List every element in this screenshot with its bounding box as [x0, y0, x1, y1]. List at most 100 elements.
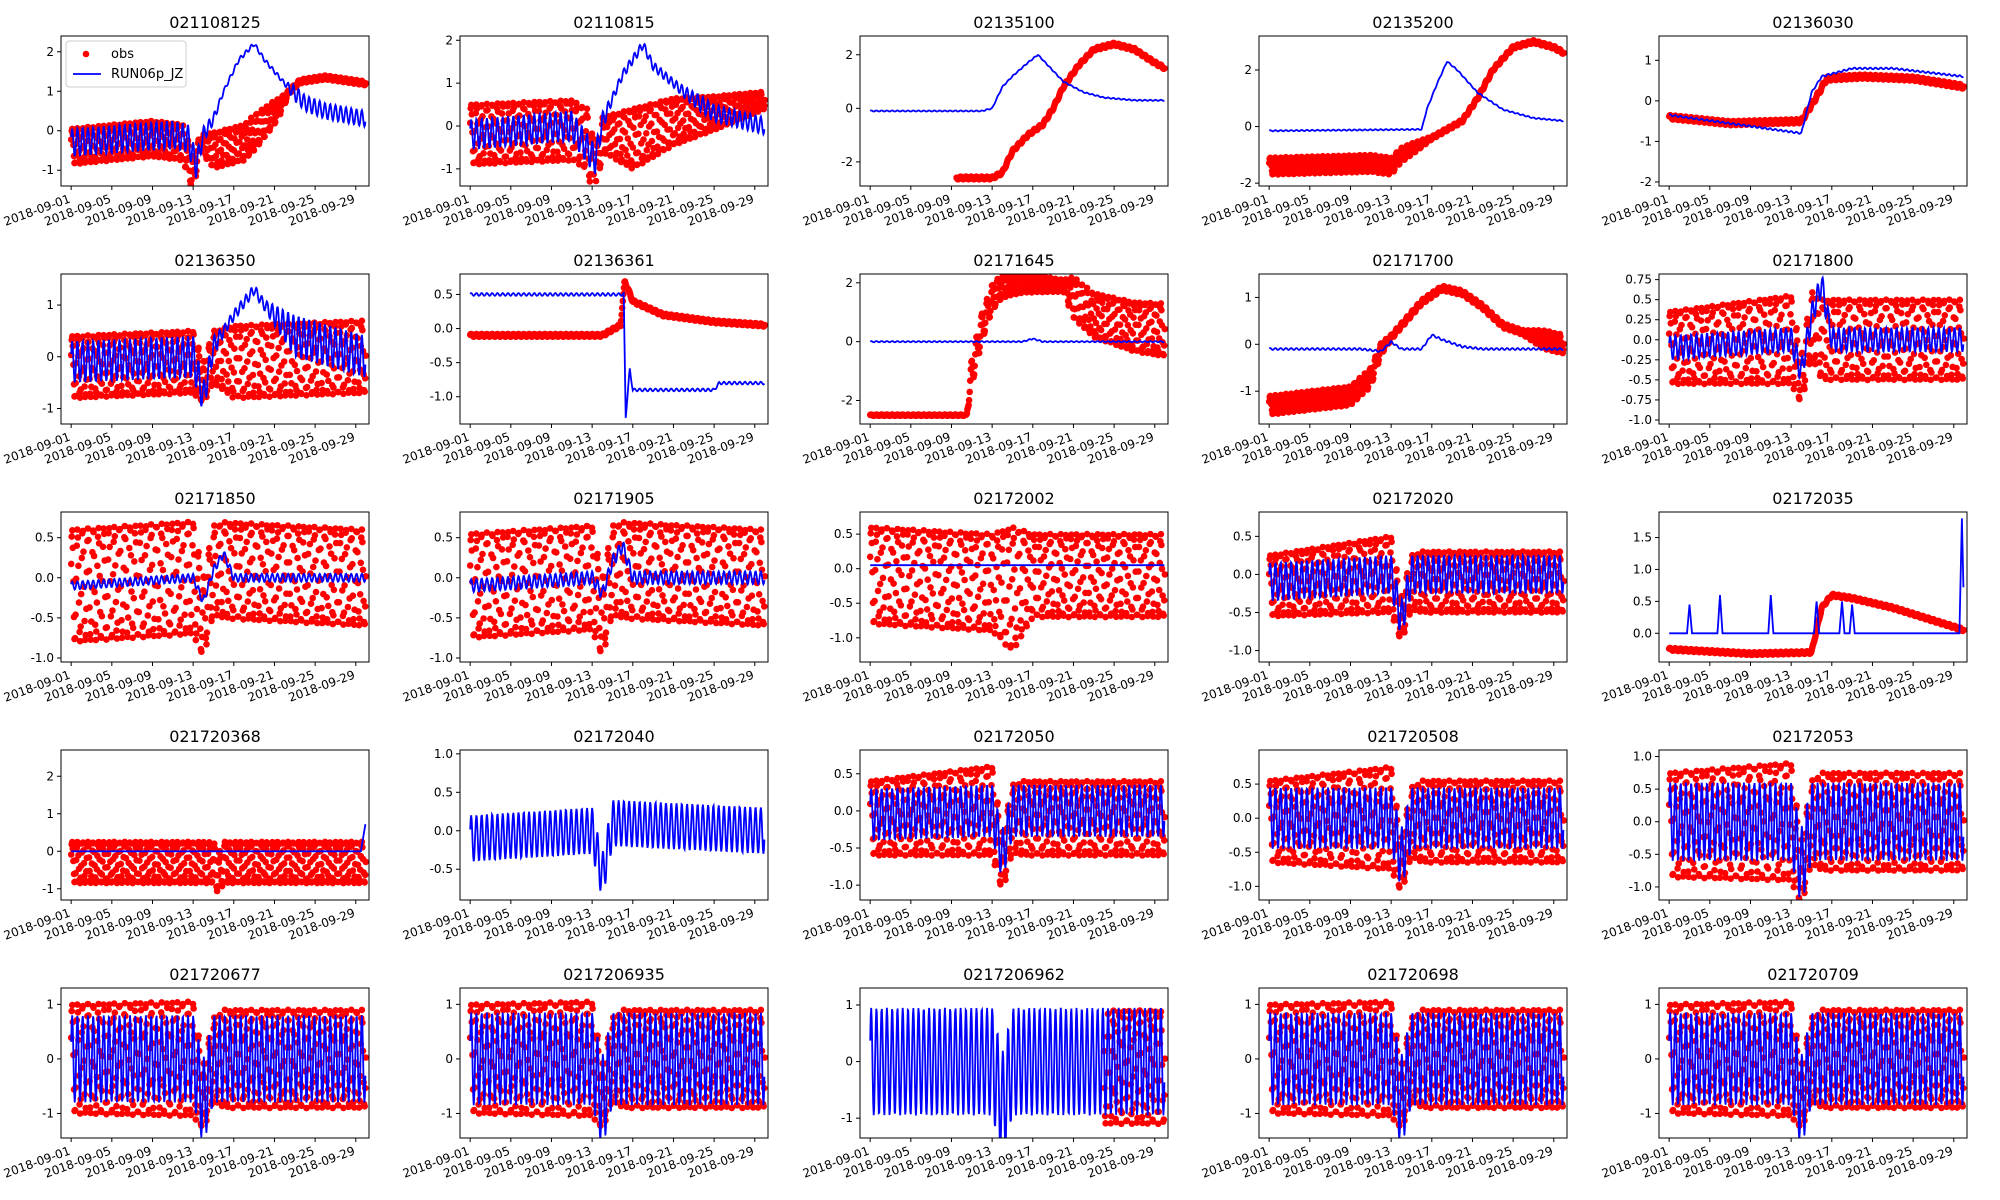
- obs-point: [169, 328, 176, 336]
- obs-point: [113, 156, 121, 163]
- obs-point: [1701, 372, 1709, 379]
- obs-point: [565, 157, 572, 164]
- obs-point: [565, 151, 573, 158]
- obs-point: [1158, 306, 1165, 314]
- obs-point: [258, 321, 266, 329]
- obs-point: [330, 384, 337, 391]
- obs-point: [1715, 319, 1722, 326]
- obs-point: [244, 358, 251, 365]
- obs-point: [340, 381, 348, 389]
- obs-point: [212, 363, 220, 371]
- obs-point: [534, 156, 541, 164]
- obs-point: [630, 124, 637, 131]
- obs-point: [313, 386, 320, 394]
- panel-title: 02171800: [1772, 251, 1853, 270]
- obs-point: [670, 140, 678, 147]
- obs-point: [1707, 360, 1714, 368]
- obs-point: [147, 329, 155, 337]
- obs-point: [84, 332, 92, 339]
- obs-point: [98, 380, 106, 388]
- obs-point: [217, 357, 225, 365]
- series-RUN06p_JZ: [1268, 333, 1564, 353]
- obs-point: [1161, 65, 1168, 72]
- obs-point: [1557, 333, 1564, 340]
- obs-point: [672, 115, 679, 122]
- obs-point: [486, 160, 494, 167]
- obs-point: [318, 379, 325, 387]
- series-RUN06p_JZ: [869, 53, 1165, 113]
- obs-point: [667, 110, 674, 117]
- obs-point: [1157, 300, 1165, 307]
- obs-point: [653, 111, 660, 119]
- obs-point: [1733, 378, 1740, 386]
- obs-point: [187, 389, 195, 396]
- obs-point: [213, 381, 221, 389]
- obs-point: [1065, 300, 1073, 308]
- obs-point: [1120, 296, 1128, 304]
- obs-point: [323, 371, 331, 378]
- obs-point: [642, 113, 649, 120]
- obs-point: [1720, 310, 1727, 318]
- obs-point: [617, 317, 625, 325]
- obs-point: [87, 158, 94, 166]
- obs-point: [635, 113, 643, 120]
- obs-point: [229, 394, 236, 401]
- obs-point: [665, 144, 672, 152]
- obs-point: [188, 177, 195, 184]
- obs-point: [129, 392, 136, 399]
- obs-point: [1084, 302, 1092, 309]
- obs-point: [244, 136, 251, 143]
- obs-point: [641, 103, 649, 110]
- obs-point: [528, 153, 536, 160]
- obs-point: [275, 344, 282, 352]
- plot-area: [1265, 37, 1567, 178]
- obs-point: [1714, 303, 1722, 311]
- obs-point: [1105, 293, 1112, 301]
- obs-point: [971, 362, 978, 370]
- obs-point: [528, 158, 535, 166]
- series-RUN06p_JZ: [1668, 66, 1964, 135]
- obs-point: [671, 130, 679, 137]
- obs-point: [1727, 373, 1735, 381]
- panel-02171645: 02171645-2022018-09-012018-09-052018-09-…: [801, 251, 1169, 467]
- y-tick-label: 1: [46, 298, 54, 312]
- plot-area: [67, 43, 369, 186]
- obs-point: [87, 393, 94, 401]
- obs-point: [1081, 323, 1089, 330]
- obs-point: [124, 155, 131, 162]
- obs-point: [1160, 342, 1168, 349]
- obs-point: [584, 114, 591, 121]
- obs-point: [504, 100, 512, 107]
- obs-point: [1116, 306, 1123, 313]
- obs-point: [195, 344, 202, 352]
- y-tick-label: -1: [1640, 134, 1652, 148]
- obs-point: [249, 371, 257, 379]
- obs-point: [479, 113, 486, 120]
- obs-point: [698, 111, 705, 118]
- obs-point: [241, 365, 248, 372]
- obs-point: [236, 355, 243, 362]
- obs-point: [321, 318, 329, 326]
- obs-point: [1701, 380, 1708, 388]
- obs-point: [243, 335, 250, 343]
- y-tick-label: 0.0: [434, 322, 453, 336]
- obs-point: [982, 319, 989, 327]
- obs-point: [560, 145, 568, 152]
- y-tick-label: 0: [46, 124, 54, 138]
- obs-point: [624, 152, 631, 159]
- obs-point: [657, 98, 665, 105]
- obs-point: [1116, 321, 1124, 329]
- obs-point: [1364, 383, 1372, 391]
- obs-point: [255, 393, 263, 401]
- obs-point: [261, 392, 268, 400]
- obs-point: [253, 338, 261, 346]
- obs-point: [1711, 380, 1719, 387]
- obs-point: [1094, 291, 1101, 298]
- obs-point: [1147, 299, 1154, 307]
- obs-point: [581, 161, 589, 168]
- obs-point: [153, 331, 160, 338]
- y-tick-label: 2: [845, 276, 853, 290]
- obs-point: [631, 105, 638, 112]
- obs-point: [1124, 321, 1132, 329]
- obs-point: [666, 126, 674, 133]
